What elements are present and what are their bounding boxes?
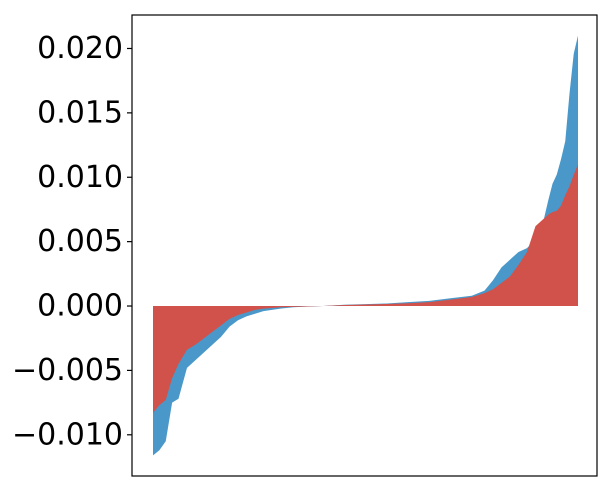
y-tick-label: 0.015 — [37, 95, 123, 130]
y-tick-label: 0.010 — [37, 160, 123, 195]
y-tick-label: 0.020 — [37, 31, 123, 66]
y-tick-label: −0.010 — [12, 417, 123, 452]
y-axis: −0.010 −0.005 0.000 0.005 0.010 0.015 0.020 — [12, 31, 132, 452]
y-tick-label: 0.000 — [37, 289, 123, 324]
area-series-1 — [153, 35, 578, 456]
plot-area — [153, 35, 578, 456]
y-tick-label: −0.005 — [12, 353, 123, 388]
plot-frame — [131, 14, 598, 477]
y-tick-label: 0.005 — [37, 224, 123, 259]
area-series-2 — [153, 164, 578, 413]
